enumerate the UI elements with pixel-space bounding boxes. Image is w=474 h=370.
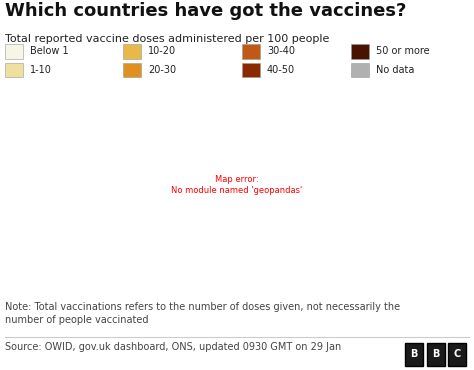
FancyBboxPatch shape xyxy=(351,63,369,77)
FancyBboxPatch shape xyxy=(242,44,260,58)
Text: 1-10: 1-10 xyxy=(30,65,52,75)
Text: 20-30: 20-30 xyxy=(148,65,176,75)
Text: Total reported vaccine doses administered per 100 people: Total reported vaccine doses administere… xyxy=(5,34,329,44)
Text: Below 1: Below 1 xyxy=(30,46,68,56)
Text: 30-40: 30-40 xyxy=(267,46,295,56)
Text: 10-20: 10-20 xyxy=(148,46,176,56)
FancyBboxPatch shape xyxy=(242,63,260,77)
FancyBboxPatch shape xyxy=(351,44,369,58)
Text: B: B xyxy=(410,349,418,360)
Text: No data: No data xyxy=(376,65,414,75)
FancyBboxPatch shape xyxy=(427,343,445,366)
Text: Note: Total vaccinations refers to the number of doses given, not necessarily th: Note: Total vaccinations refers to the n… xyxy=(5,302,400,325)
Text: B: B xyxy=(432,349,439,360)
FancyBboxPatch shape xyxy=(123,63,141,77)
Text: 40-50: 40-50 xyxy=(267,65,295,75)
FancyBboxPatch shape xyxy=(448,343,466,366)
Text: 50 or more: 50 or more xyxy=(376,46,429,56)
FancyBboxPatch shape xyxy=(123,44,141,58)
FancyBboxPatch shape xyxy=(5,44,23,58)
FancyBboxPatch shape xyxy=(405,343,423,366)
FancyBboxPatch shape xyxy=(5,63,23,77)
Text: Which countries have got the vaccines?: Which countries have got the vaccines? xyxy=(5,3,406,20)
Text: C: C xyxy=(453,349,461,360)
Text: Map error:
No module named 'geopandas': Map error: No module named 'geopandas' xyxy=(172,175,302,195)
Text: Source: OWID, gov.uk dashboard, ONS, updated 0930 GMT on 29 Jan: Source: OWID, gov.uk dashboard, ONS, upd… xyxy=(5,342,341,352)
